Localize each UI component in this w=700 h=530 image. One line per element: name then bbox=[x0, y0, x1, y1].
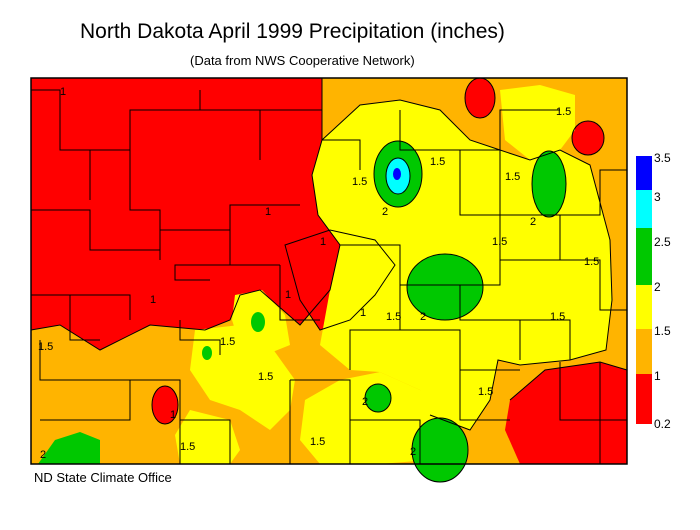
legend-swatch-0.2-1 bbox=[636, 374, 652, 424]
contour-label: 1 bbox=[265, 206, 271, 218]
dry-region-southeast bbox=[505, 362, 627, 464]
legend-swatch-2-2.5 bbox=[636, 228, 652, 285]
legend-swatch-2.5-3 bbox=[636, 190, 652, 228]
wet-spot-2 bbox=[202, 346, 212, 360]
legend: 3.5 3 2.5 2 1.5 1 0.2 bbox=[636, 151, 671, 431]
legend-swatch-3-3.5 bbox=[636, 156, 652, 190]
legend-tick-label: 0.2 bbox=[654, 417, 671, 431]
wet-region-south bbox=[365, 384, 391, 412]
wet-region-southeast bbox=[412, 418, 468, 482]
map-subtitle: (Data from NWS Cooperative Network) bbox=[190, 53, 415, 68]
map-title: North Dakota April 1999 Precipitation (i… bbox=[80, 20, 505, 43]
contour-label: 1.5 bbox=[310, 436, 325, 448]
legend-swatch-1.5-2 bbox=[636, 285, 652, 329]
contour-label: 1.5 bbox=[180, 441, 195, 453]
contour-label: 1.5 bbox=[220, 336, 235, 348]
wettest-spot bbox=[393, 168, 401, 180]
contour-label: 2 bbox=[410, 446, 416, 458]
wet-region-central bbox=[407, 254, 483, 320]
contour-label: 2 bbox=[40, 449, 46, 461]
contour-label: 1.5 bbox=[386, 311, 401, 323]
contour-label: 1.5 bbox=[478, 386, 493, 398]
contour-label-group: 1 1.5 1.5 2 1 1 1.5 2 1.5 1.5 1.5 1.5 2 … bbox=[38, 86, 599, 461]
contour-label: 2 bbox=[382, 206, 388, 218]
dry-spot-northeast bbox=[572, 121, 604, 155]
contour-label: 1.5 bbox=[430, 156, 445, 168]
contour-label: 1.5 bbox=[584, 256, 599, 268]
contour-label: 1 bbox=[285, 289, 291, 301]
county-boundaries bbox=[30, 77, 628, 465]
legend-tick-label: 1 bbox=[654, 369, 661, 383]
contour-label: 1 bbox=[320, 236, 326, 248]
contour-label: 1.5 bbox=[550, 311, 565, 323]
contour-label: 1.5 bbox=[352, 176, 367, 188]
contour-label: 1 bbox=[60, 86, 66, 98]
contour-label: 2 bbox=[362, 396, 368, 408]
contour-label: 1 bbox=[150, 294, 156, 306]
wet-region-southwest bbox=[38, 432, 100, 464]
moist-region-southwest bbox=[175, 410, 240, 464]
contour-lines bbox=[30, 77, 628, 483]
dry-region-west bbox=[31, 78, 340, 350]
contour-label: 1.5 bbox=[556, 106, 571, 118]
contour-label: 1.5 bbox=[258, 371, 273, 383]
legend-swatch-1-1.5 bbox=[636, 329, 652, 374]
dry-spot-south bbox=[152, 386, 178, 424]
legend-tick-label: 2.5 bbox=[654, 235, 671, 249]
moist-region-northeast bbox=[500, 85, 575, 160]
contour-label: 1.5 bbox=[505, 171, 520, 183]
contour-label: 2 bbox=[530, 216, 536, 228]
contour-label: 1.5 bbox=[38, 341, 53, 353]
legend-tick-label: 2 bbox=[654, 280, 661, 294]
legend-tick-label: 1.5 bbox=[654, 324, 671, 338]
moist-region-southcentral bbox=[300, 372, 440, 464]
contour-label: 2 bbox=[420, 311, 426, 323]
wet-region-northeast bbox=[532, 151, 566, 217]
legend-tick-label: 3 bbox=[654, 190, 661, 204]
credit-text: ND State Climate Office bbox=[34, 470, 172, 485]
wet-spot-1 bbox=[251, 312, 265, 332]
contour-label: 1 bbox=[360, 307, 366, 319]
contour-label: 1 bbox=[170, 409, 176, 421]
dry-spot-north bbox=[465, 78, 495, 118]
legend-tick-label: 3.5 bbox=[654, 151, 671, 165]
contour-label: 1.5 bbox=[492, 236, 507, 248]
